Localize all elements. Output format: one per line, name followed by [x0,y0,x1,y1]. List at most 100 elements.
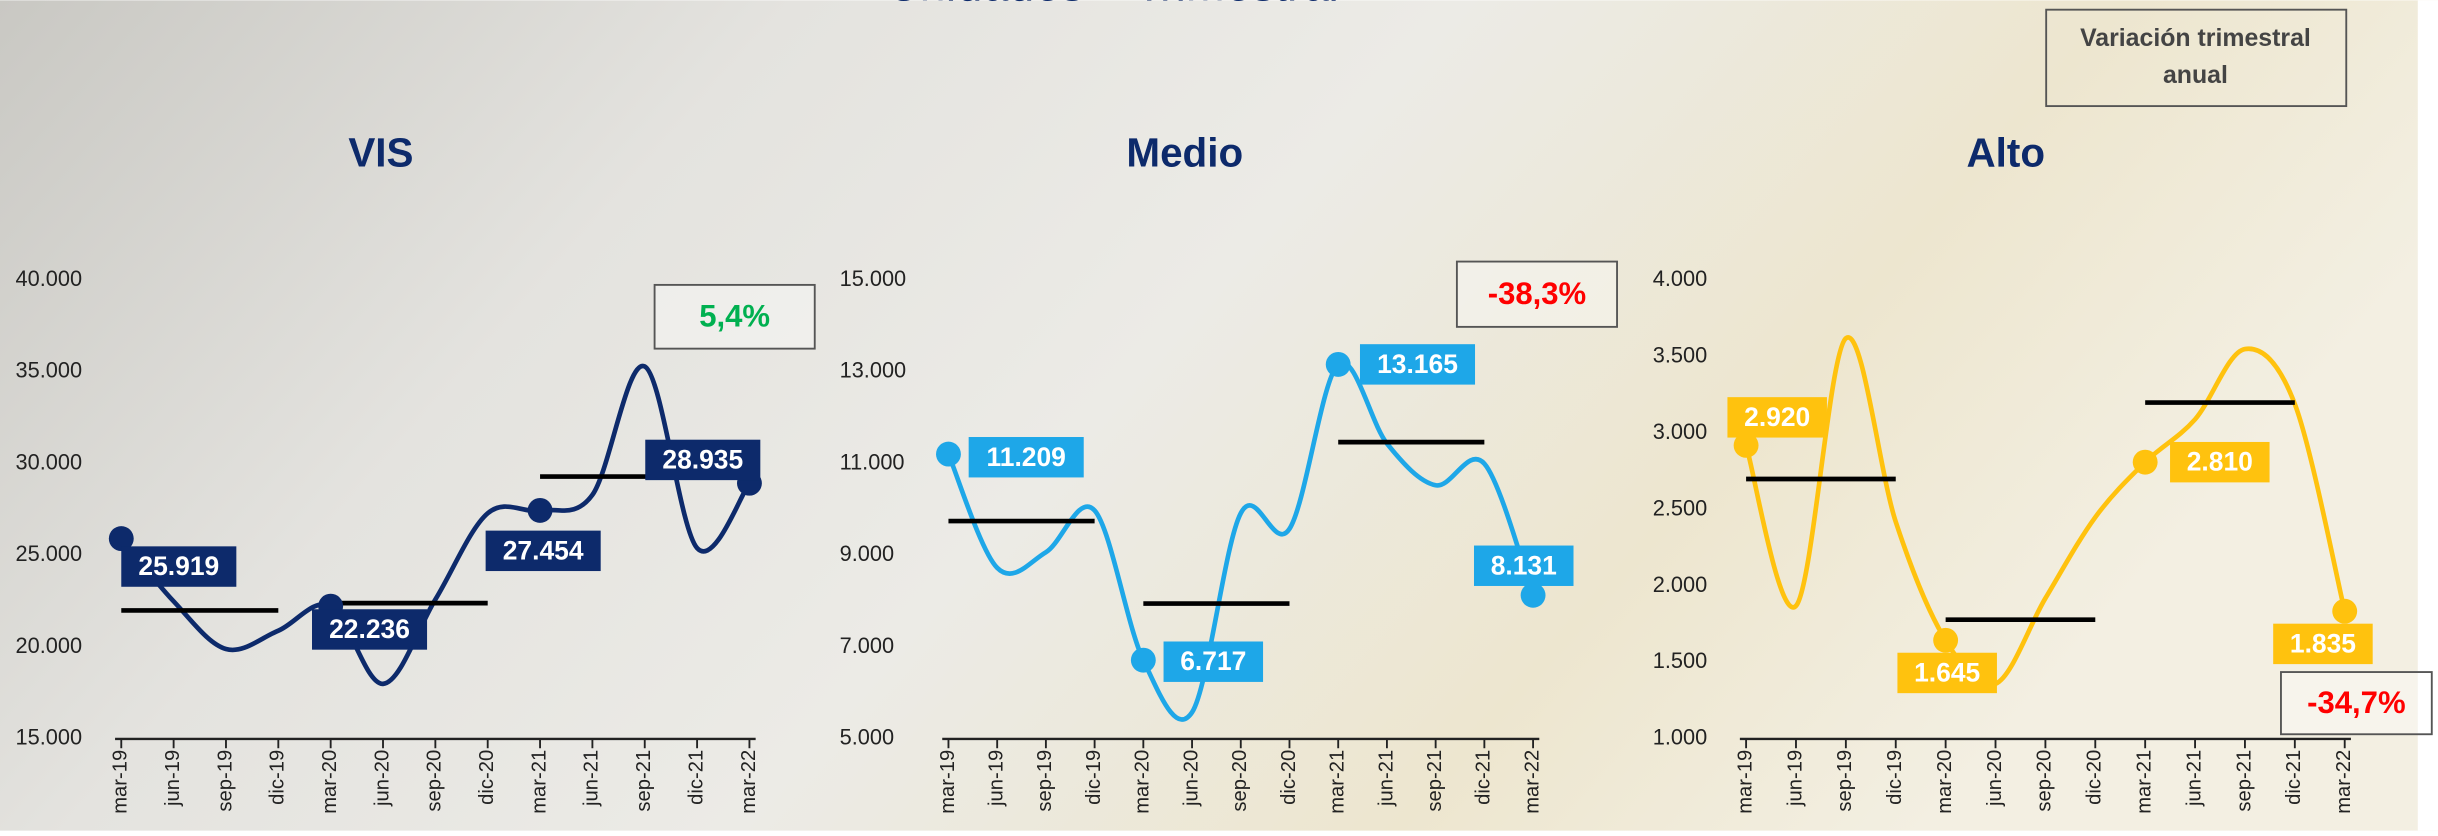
point [1520,582,1546,608]
x-tick-label: dic-19 [1083,750,1105,805]
x-tick-label: jun-19 [162,750,184,807]
value-label: 25.919 [138,551,219,581]
value-label: 2.810 [2187,447,2253,477]
y-tick-label: 1.500 [1653,648,1707,673]
variation-box [1455,260,1618,328]
value-label: 1.835 [2290,628,2356,658]
value-label-box [1359,344,1476,385]
y-tick-label: 20.000 [16,633,83,658]
point [1325,351,1351,377]
value-label-box [1727,397,1827,438]
value-label: 11.209 [987,442,1066,472]
variation-value: -38,3% [1488,276,1586,311]
point [108,526,134,552]
right-strip [2417,0,2438,831]
variation-box [2280,671,2433,736]
series-line [1743,335,2347,688]
point [2332,598,2358,624]
x-tick-label: sep-19 [214,750,236,812]
x-tick-label: jun-20 [371,750,393,807]
x-tick-label: mar-22 [2333,750,2355,814]
note-line: Variación trimestral [2080,24,2311,52]
x-tick-label: mar-20 [1934,750,1956,814]
value-label: 13.165 [1377,349,1458,379]
x-tick-label: jun-21 [1375,750,1397,807]
point [1130,647,1156,673]
series-line [119,364,752,687]
y-tick-label: 11.000 [840,449,905,474]
note-box [2045,8,2348,108]
value-label: 28.935 [662,444,743,474]
variation-box [653,283,816,350]
y-tick-label: 4.000 [1653,266,1707,291]
point [527,497,553,523]
x-tick-label: jun-21 [2183,750,2205,807]
x-tick-label: dic-20 [2084,750,2106,805]
x-tick-label: mar-21 [528,750,550,814]
x-tick-label: jun-20 [1984,750,2006,807]
value-label-box [2170,441,2270,483]
note-line: anual [2163,61,2228,89]
series-line [946,360,1536,722]
x-tick-label: sep-20 [424,750,446,812]
value-label-box [1163,641,1264,682]
y-tick-label: 3.500 [1653,342,1707,367]
x-tick-label: jun-19 [986,750,1008,807]
x-tick-label: mar-19 [937,750,959,814]
value-label-box [312,609,428,650]
value-label-box [968,437,1084,478]
x-tick-label: sep-20 [1229,750,1251,812]
y-tick-label: 25.000 [16,541,83,566]
value-label-box [121,546,237,587]
y-tick-label: 2.500 [1653,495,1707,520]
value-label: 2.920 [1744,402,1810,432]
x-tick-label: jun-21 [581,750,603,807]
y-tick-label: 2.000 [1653,572,1707,597]
value-label-box [1897,652,1997,694]
x-tick-label: dic-21 [1473,750,1495,805]
value-label-box [485,530,601,572]
value-label-box [2273,623,2373,665]
x-tick-label: sep-21 [1424,750,1446,812]
y-tick-label: 35.000 [16,358,83,383]
value-label: 8.131 [1491,550,1557,580]
value-label-box [645,439,761,481]
y-tick-label: 9.000 [840,541,894,566]
y-tick-label: 7.000 [840,633,894,658]
x-tick-label: dic-20 [1278,750,1300,805]
x-tick-label: dic-21 [685,750,707,805]
x-tick-label: dic-21 [2283,750,2305,805]
y-tick-label: 13.000 [840,358,907,383]
x-tick-label: mar-19 [1734,750,1756,814]
x-tick-label: dic-19 [1884,750,1906,805]
point [1733,432,1759,458]
variation-value: 5,4% [699,299,770,334]
y-tick-label: 15.000 [16,725,83,750]
value-label: 6.717 [1180,646,1246,676]
x-tick-label: jun-20 [1180,750,1202,807]
x-tick-label: sep-21 [2233,750,2255,812]
y-tick-label: 30.000 [16,449,83,474]
x-tick-label: mar-21 [1327,750,1349,814]
x-tick-label: sep-19 [1034,750,1056,812]
x-tick-label: mar-20 [1132,750,1154,814]
chart-title: Alto [1966,130,2045,176]
x-tick-label: mar-22 [1521,750,1543,814]
x-tick-label: sep-19 [1834,750,1856,812]
x-tick-label: mar-20 [319,750,341,814]
chart-title: VIS [348,130,413,176]
x-tick-label: mar-21 [2134,750,2156,814]
value-label: 27.454 [503,535,584,565]
variation-value: -34,7% [2307,685,2405,720]
value-label: 22.236 [329,614,410,644]
chart-title: Medio [1126,130,1243,176]
value-label: 1.645 [1914,657,1980,687]
x-tick-label: sep-20 [2034,750,2056,812]
page-title: Unidades – Trimestral [889,0,1343,10]
x-tick-label: dic-20 [476,750,498,805]
point [936,441,961,467]
y-tick-label: 1.000 [1653,725,1707,750]
